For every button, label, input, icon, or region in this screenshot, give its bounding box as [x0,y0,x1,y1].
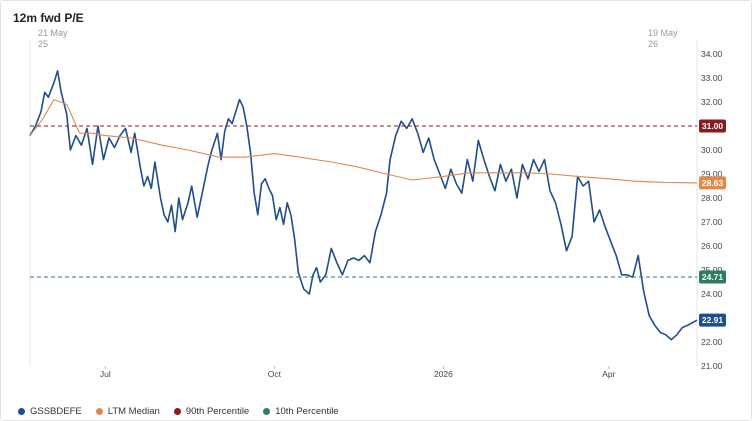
legend-swatch-ltm-median [95,408,103,415]
value-badge-label-gssbdefe: 22.91 [702,315,724,325]
range-end-label: 19 May 26 [648,28,678,50]
y-tick-label: 24.00 [701,289,723,299]
legend-label-gssbdefe: GSSBDEFE [30,406,82,417]
range-start-year: 25 [38,39,49,49]
chart-legend: GSSBDEFE LTM Median 90th Percentile 10th… [18,406,339,417]
x-tick-label: Apr [602,369,615,379]
value-badge-label-10th-percentile: 24.71 [702,272,724,282]
y-tick-label: 33.00 [701,73,723,83]
y-tick-label: 34.00 [701,49,723,59]
chart-title: 12m fwd P/E [13,11,84,25]
legend-item-90th-percentile[interactable]: 90th Percentile [173,406,250,417]
value-badge-label-90th-percentile: 31.00 [702,121,724,131]
y-tick-label: 30.00 [701,145,723,155]
x-tick-label: Oct [268,369,282,379]
y-tick-label: 22.00 [701,337,723,347]
legend-label-90th-percentile: 90th Percentile [185,406,250,417]
range-start-date: 21 May [38,28,68,38]
value-badge-10th-percentile [699,270,726,284]
legend-swatch-10th-percentile [263,408,271,415]
y-tick-label: 27.00 [701,217,723,227]
legend-item-gssbdefe[interactable]: GSSBDEFE [18,406,82,417]
x-tick-label: 2026 [434,369,453,379]
y-tick-label: 28.00 [701,193,723,203]
value-badge-90th-percentile [699,119,726,133]
value-badge-ltm-median [699,176,726,190]
y-tick-label: 26.00 [701,241,723,251]
series-line-gssbdefe [29,70,698,341]
y-tick-label: 25.00 [701,265,723,275]
range-end-date: 19 May [648,28,678,38]
legend-item-10th-percentile[interactable]: 10th Percentile [263,406,339,417]
range-start-label: 21 May 25 [38,28,68,50]
series-line-ltm-median [29,99,698,184]
y-tick-label: 21.00 [701,361,723,371]
value-badge-label-ltm-median: 28.63 [702,178,724,188]
range-end-year: 26 [648,39,659,49]
legend-item-ltm-median[interactable]: LTM Median [95,406,160,417]
legend-label-10th-percentile: 10th Percentile [275,406,339,417]
legend-swatch-gssbdefe [18,408,25,415]
y-tick-label: 29.00 [701,169,723,179]
legend-swatch-90th-percentile [173,408,181,415]
value-badge-gssbdefe [699,313,726,327]
line-chart[interactable]: 21.0022.0023.0024.0025.0026.0027.0028.00… [0,0,752,400]
y-tick-label: 32.00 [701,97,723,107]
x-tick-label: Jul [100,369,111,379]
legend-label-ltm-median: LTM Median [107,406,160,417]
